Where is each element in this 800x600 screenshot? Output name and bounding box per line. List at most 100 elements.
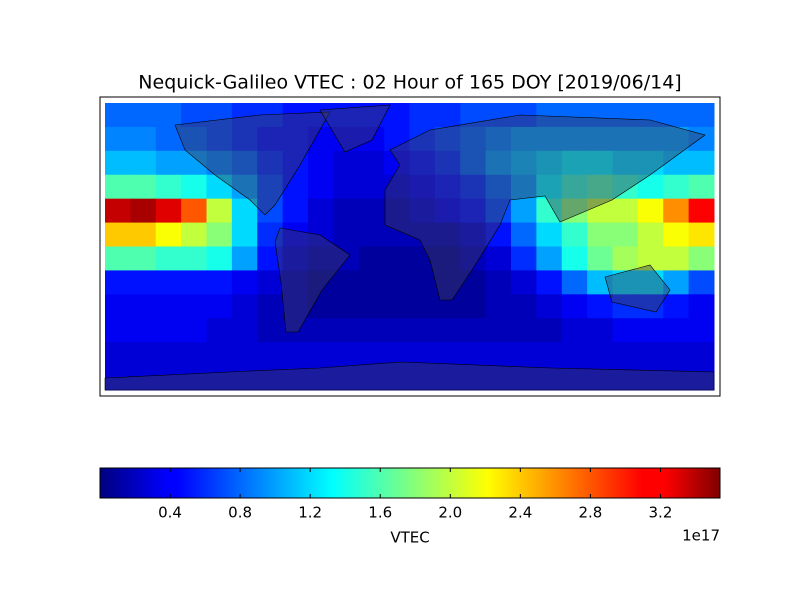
heatmap-cell bbox=[181, 366, 207, 391]
heatmap-cell bbox=[130, 222, 157, 247]
heatmap-cell bbox=[105, 246, 131, 271]
heatmap-cell bbox=[612, 294, 639, 319]
heatmap-cell bbox=[155, 270, 182, 295]
heatmap-cell bbox=[536, 342, 563, 367]
heatmap-cell bbox=[130, 126, 157, 152]
heatmap-cell bbox=[333, 270, 360, 295]
heatmap-cell bbox=[561, 103, 588, 128]
heatmap-cell bbox=[308, 366, 334, 391]
heatmap-cell bbox=[485, 246, 512, 271]
heatmap-cell bbox=[434, 174, 461, 200]
heatmap-cell bbox=[130, 174, 157, 200]
land-overlay bbox=[104, 104, 715, 391]
heatmap-cell bbox=[155, 198, 182, 224]
heatmap-cell bbox=[536, 150, 563, 176]
heatmap-cell bbox=[663, 270, 690, 295]
heatmap-cell bbox=[587, 222, 613, 247]
heatmap-cell bbox=[409, 294, 436, 319]
heatmap-cell bbox=[663, 150, 690, 176]
heatmap-cell bbox=[485, 150, 512, 176]
colorbar-tick-label: 0.8 bbox=[228, 504, 252, 522]
heatmap-cell bbox=[206, 246, 233, 271]
heatmap-cell bbox=[105, 366, 131, 391]
heatmap-cell bbox=[384, 366, 410, 391]
heatmap-cell bbox=[434, 318, 461, 343]
heatmap-cell bbox=[231, 103, 258, 128]
heatmap-cell bbox=[333, 174, 360, 200]
heatmap-cell bbox=[561, 270, 588, 295]
heatmap-cell bbox=[637, 126, 664, 152]
heatmap-cell bbox=[282, 246, 309, 271]
heatmap-cell bbox=[105, 198, 131, 224]
heatmap-cell bbox=[511, 366, 537, 391]
heatmap-cell bbox=[181, 150, 207, 176]
heatmap-cell bbox=[155, 294, 182, 319]
colorbar-tick-label: 3.2 bbox=[649, 504, 673, 522]
heatmap-cell bbox=[358, 198, 385, 224]
heatmap-cell bbox=[206, 198, 233, 224]
heatmap-cell bbox=[485, 294, 512, 319]
heatmap-cell bbox=[384, 126, 410, 152]
heatmap-cell bbox=[536, 294, 563, 319]
heatmap-cell bbox=[231, 126, 258, 152]
heatmap-cell bbox=[358, 342, 385, 367]
heatmap-cell bbox=[155, 246, 182, 271]
heatmap-cell bbox=[637, 174, 664, 200]
heatmap-cell bbox=[434, 342, 461, 367]
heatmap-cell bbox=[511, 270, 537, 295]
heatmap-cell bbox=[536, 246, 563, 271]
colorbar bbox=[99, 467, 721, 499]
heatmap-cell bbox=[561, 222, 588, 247]
heatmap-cell bbox=[358, 294, 385, 319]
colorbar-tick-label: 2.4 bbox=[508, 504, 532, 522]
heatmap-cell bbox=[460, 366, 487, 391]
heatmap-cell bbox=[511, 150, 537, 176]
heatmap-cell bbox=[181, 174, 207, 200]
heatmap-cell bbox=[663, 366, 690, 391]
heatmap-cell bbox=[688, 222, 715, 247]
heatmap-cell bbox=[688, 342, 715, 367]
heatmap-cell bbox=[663, 222, 690, 247]
heatmap-cell bbox=[333, 246, 360, 271]
heatmap-cell bbox=[384, 294, 410, 319]
heatmap-cell bbox=[587, 246, 613, 271]
heatmap-cell bbox=[460, 270, 487, 295]
heatmap-cell bbox=[282, 150, 309, 176]
heatmap-cell bbox=[561, 150, 588, 176]
heatmap-cell bbox=[536, 366, 563, 391]
heatmap-cell bbox=[612, 246, 639, 271]
colorbar-label: VTEC bbox=[390, 529, 429, 547]
heatmap-cell bbox=[587, 103, 613, 128]
heatmap-cell bbox=[333, 294, 360, 319]
heatmap-cell bbox=[231, 294, 258, 319]
heatmap-cell bbox=[637, 270, 664, 295]
heatmap-cell bbox=[688, 246, 715, 271]
heatmap-cell bbox=[561, 342, 588, 367]
heatmap-cell bbox=[257, 342, 284, 367]
heatmap-cell bbox=[333, 366, 360, 391]
heatmap-cell bbox=[612, 342, 639, 367]
heatmap-cell bbox=[587, 294, 613, 319]
heatmap-cell bbox=[511, 294, 537, 319]
heatmap-cell bbox=[587, 174, 613, 200]
heatmap-cell bbox=[358, 270, 385, 295]
heatmap-cell bbox=[231, 342, 258, 367]
heatmap-cell bbox=[308, 126, 334, 152]
heatmap-cell bbox=[105, 294, 131, 319]
colorbar-ticks: 0.4 0.8 1.2 1.6 2.0 2.4 2.8 3.2 bbox=[158, 468, 672, 522]
heatmap-cell bbox=[130, 246, 157, 271]
heatmap-cell bbox=[155, 366, 182, 391]
heatmap-cell bbox=[231, 198, 258, 224]
heatmap-cell bbox=[409, 198, 436, 224]
heatmap-cell bbox=[485, 342, 512, 367]
heatmap-cell bbox=[688, 198, 715, 224]
heatmap-cell bbox=[434, 366, 461, 391]
heatmap-cell bbox=[663, 198, 690, 224]
heatmap-cell bbox=[434, 150, 461, 176]
heatmap-cell bbox=[511, 342, 537, 367]
heatmap-cell bbox=[612, 270, 639, 295]
heatmap-cell bbox=[511, 174, 537, 200]
heatmap-cell bbox=[612, 174, 639, 200]
heatmap-cell bbox=[206, 294, 233, 319]
heatmap-cell bbox=[257, 174, 284, 200]
